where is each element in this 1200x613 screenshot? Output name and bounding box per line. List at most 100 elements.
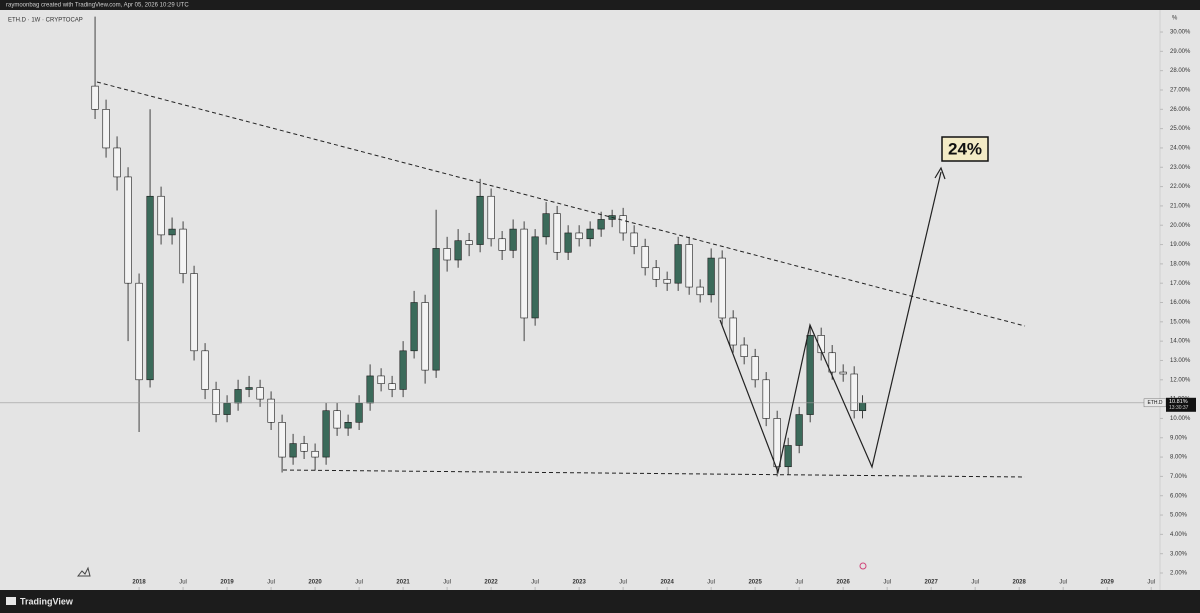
x-tick-label: Jul [619, 580, 627, 586]
trendline-upper [96, 81, 1026, 327]
candle-body [146, 195, 154, 381]
x-tick-label: Jul [795, 580, 803, 586]
candle-body [190, 273, 198, 352]
y-tick-label: 30.00% [1170, 30, 1191, 36]
candle-body [839, 371, 847, 375]
x-tick-label: 2024 [660, 580, 674, 586]
candle-body [289, 443, 297, 458]
candle-body [858, 402, 867, 412]
last-price-label: 10.81% [1169, 399, 1188, 405]
y-tick-label: 24.00% [1170, 146, 1191, 152]
candle-body [399, 350, 407, 390]
candle-body [630, 232, 638, 247]
candle-body [806, 335, 814, 415]
candle-body [366, 375, 374, 404]
x-tick-label: Jul [355, 580, 363, 586]
candle-body [344, 421, 352, 429]
candle-body [267, 398, 275, 423]
x-tick-label: Jul [707, 580, 715, 586]
projection-path [719, 171, 942, 475]
x-tick-label: Jul [267, 580, 275, 586]
candle-body [245, 387, 253, 390]
candle-body [707, 257, 715, 296]
candle-body [762, 379, 770, 419]
y-tick-label: 15.00% [1170, 319, 1191, 325]
trendline-lower [282, 469, 1026, 478]
y-tick-label: 16.00% [1170, 300, 1191, 306]
candle-body [223, 402, 231, 415]
candle-body [124, 176, 132, 284]
x-tick-label: Jul [883, 580, 891, 586]
candle-body [179, 228, 187, 274]
candle-body [201, 350, 209, 390]
candle-body [828, 352, 836, 373]
candle-body [432, 248, 440, 371]
x-tick-label: 2020 [308, 580, 322, 586]
candle-body [410, 302, 418, 352]
candle-body [564, 232, 572, 253]
x-tick-label: Jul [531, 580, 539, 586]
y-tick-label: 18.00% [1170, 261, 1191, 267]
y-tick-label: 3.00% [1170, 551, 1188, 557]
y-tick-label: 14.00% [1170, 339, 1191, 345]
candle-body [102, 109, 110, 149]
x-tick-label: 2026 [836, 580, 850, 586]
x-tick-label: 2023 [572, 580, 586, 586]
x-tick-label: 2029 [1101, 580, 1115, 586]
candle-body [465, 240, 473, 245]
candle-body [234, 389, 242, 404]
annotation: 24% [948, 139, 982, 158]
y-tick-label: 23.00% [1170, 165, 1191, 171]
footer-logo [6, 597, 16, 605]
y-tick-label: 29.00% [1170, 49, 1191, 55]
candle-body [652, 267, 660, 280]
candle-body [718, 257, 726, 319]
candle-body [135, 282, 143, 381]
x-tick-label: Jul [179, 580, 187, 586]
candle-body [300, 443, 308, 452]
candle-body [333, 410, 341, 429]
y-tick-label: 8.00% [1170, 455, 1188, 461]
candle-body [454, 240, 462, 261]
candle-body [795, 414, 803, 446]
credit: raymoonbag created with TradingView.com,… [6, 3, 189, 9]
candle-body [212, 389, 220, 415]
candle-body [696, 286, 704, 296]
y-tick-label: 2.00% [1170, 571, 1188, 577]
candle-body [729, 317, 737, 346]
symbol-label: ETH.D [1148, 400, 1163, 406]
x-tick-label: 2019 [220, 580, 234, 586]
y-tick-label: 28.00% [1170, 68, 1191, 74]
marks [0, 16, 1160, 477]
candle-body [850, 373, 858, 412]
y-tick-label: 9.00% [1170, 435, 1188, 441]
candle-body [685, 244, 693, 288]
candle-body [168, 228, 176, 236]
chart-title: ETH.D · 1W · CRYPTOCAP [8, 18, 83, 24]
candle-body [597, 219, 605, 230]
x-tick-label: 2022 [484, 580, 498, 586]
candle-body [498, 238, 506, 251]
y-tick-label: 22.00% [1170, 184, 1191, 190]
arrow-head [934, 166, 946, 180]
x-tick-label: 2028 [1013, 580, 1027, 586]
candle-body [740, 344, 748, 357]
candle-body [575, 232, 583, 240]
y-tick-label: 5.00% [1170, 513, 1188, 519]
candle-body [773, 418, 781, 468]
y-tick-label: 12.00% [1170, 377, 1191, 383]
candle-body [91, 85, 99, 110]
candle-body [641, 246, 649, 269]
y-tick-label: 21.00% [1170, 203, 1191, 209]
y-tick-label: 13.00% [1170, 358, 1191, 364]
candle-body [784, 445, 792, 468]
y-tick-label: 25.00% [1170, 126, 1191, 132]
y-tick-label: 26.00% [1170, 107, 1191, 113]
unit-label: % [1172, 16, 1178, 22]
candle-body [388, 383, 396, 390]
x-tick-label: Jul [1147, 580, 1155, 586]
annotation-box [941, 136, 989, 162]
y-tick-label: 17.00% [1170, 281, 1191, 287]
candle-body [476, 195, 484, 245]
